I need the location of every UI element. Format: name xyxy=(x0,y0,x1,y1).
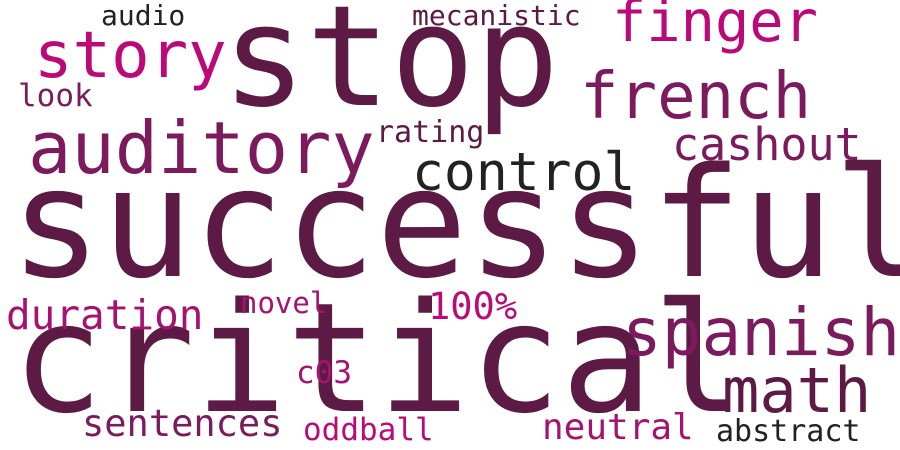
word-cashout: cashout xyxy=(672,118,862,171)
word-rating: rating xyxy=(376,115,485,150)
word-abstract: abstract xyxy=(716,414,861,449)
word-audio: audio xyxy=(101,0,186,32)
word-auditory: auditory xyxy=(28,106,375,190)
word-c03: c03 xyxy=(296,355,352,391)
word-math: math xyxy=(722,354,872,427)
word-100-percent: 100% xyxy=(428,285,518,328)
word-stop: stop xyxy=(222,0,560,139)
word-novel: novel xyxy=(240,286,328,320)
word-finger: finger xyxy=(612,0,818,55)
word-story: story xyxy=(34,19,227,93)
word-control: control xyxy=(412,142,636,203)
word-mecanistic: mecanistic xyxy=(412,0,581,32)
word-look: look xyxy=(18,78,93,114)
word-french: french xyxy=(580,60,812,134)
word-spanish: spanish xyxy=(622,294,900,371)
word-oddball: oddball xyxy=(303,412,434,448)
word-neutral: neutral xyxy=(542,407,694,448)
word-sentences: sentences xyxy=(82,402,283,445)
word-successful: successful xyxy=(10,135,900,312)
word-duration: duration xyxy=(6,291,204,339)
word-critical: critical xyxy=(12,270,745,447)
